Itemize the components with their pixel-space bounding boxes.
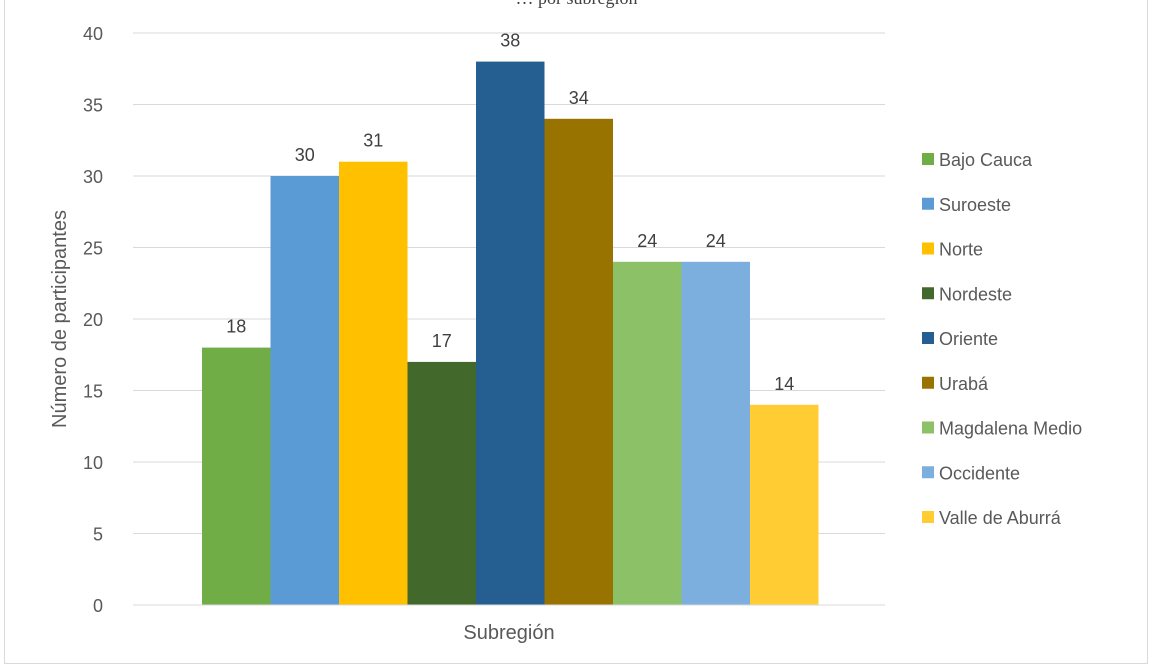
legend-swatch xyxy=(922,197,934,210)
bars xyxy=(202,61,819,606)
legend-label: Suroeste xyxy=(939,195,1011,215)
legend-label: Urabá xyxy=(939,374,989,394)
data-label: 17 xyxy=(432,331,452,351)
bar-occidente xyxy=(681,261,750,605)
y-tick-label: 10 xyxy=(83,453,103,473)
x-axis-label: Subregión xyxy=(463,622,554,644)
data-label: 34 xyxy=(569,88,589,108)
data-label: 18 xyxy=(226,317,246,337)
y-tick-label: 0 xyxy=(93,596,103,616)
y-tick-label: 15 xyxy=(83,382,103,402)
legend-swatch xyxy=(922,376,934,389)
bar-bajo-cauca xyxy=(202,347,271,605)
legend-label: Occidente xyxy=(939,463,1020,483)
bar-oriente xyxy=(476,61,545,606)
legend-label: Oriente xyxy=(939,329,998,349)
y-tick-label: 35 xyxy=(83,96,103,116)
y-tick-label: 5 xyxy=(93,525,103,545)
y-tick-label: 30 xyxy=(83,167,103,187)
bar-nordeste xyxy=(407,361,476,605)
y-tick-label: 20 xyxy=(83,310,103,330)
bar-valle-de-aburrá xyxy=(750,404,819,605)
data-label: 24 xyxy=(706,231,726,251)
legend-label: Magdalena Medio xyxy=(939,419,1082,439)
legend-swatch xyxy=(922,153,934,165)
data-labels: 18 30 31 17 38 34 24 24 14 xyxy=(226,31,794,394)
legend-label: Nordeste xyxy=(939,284,1012,304)
legend-swatch xyxy=(922,287,934,300)
bar-norte xyxy=(339,161,408,605)
bar-urabá xyxy=(544,118,613,606)
data-label: 24 xyxy=(637,231,657,251)
legend-swatch xyxy=(922,466,934,479)
legend-swatch xyxy=(922,242,934,255)
bar-suroeste xyxy=(270,176,339,605)
chart-title: … por subregión xyxy=(0,0,1153,9)
legend: Bajo Cauca Suroeste Norte Nordeste Oriente Ur… xyxy=(922,150,1082,528)
y-tick-label: 40 xyxy=(83,24,103,44)
data-label: 38 xyxy=(500,31,520,51)
y-axis-label: Número de participantes xyxy=(49,210,71,428)
y-axis-ticks: 0 5 10 15 20 25 30 35 40 xyxy=(83,24,103,616)
legend-swatch xyxy=(922,511,934,523)
y-tick-label: 25 xyxy=(83,239,103,259)
data-label: 31 xyxy=(363,131,383,151)
legend-label: Norte xyxy=(939,240,983,260)
legend-swatch xyxy=(922,421,934,434)
legend-label: Valle de Aburrá xyxy=(939,508,1062,528)
bar-magdalena-medio xyxy=(613,261,682,605)
legend-label: Bajo Cauca xyxy=(939,150,1033,170)
legend-swatch xyxy=(922,332,934,344)
data-label: 30 xyxy=(295,145,315,165)
data-label: 14 xyxy=(774,374,794,394)
